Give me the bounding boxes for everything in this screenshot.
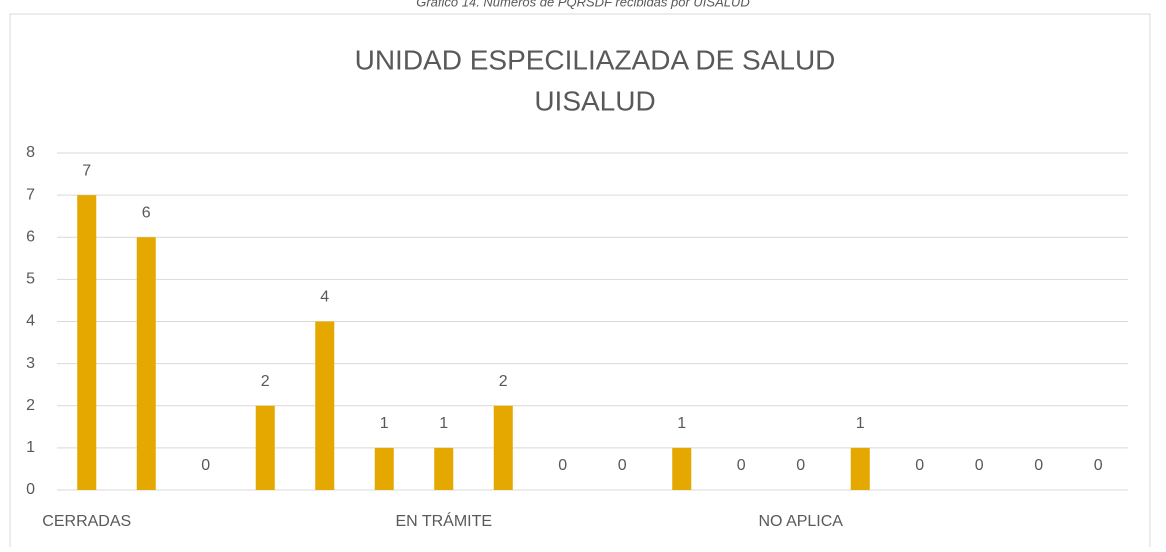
x-tick-label: NO APLICA bbox=[759, 513, 844, 530]
data-label: 1 bbox=[439, 415, 448, 432]
y-tick-label: 7 bbox=[26, 186, 35, 203]
data-label: 0 bbox=[796, 457, 805, 474]
bar bbox=[77, 195, 97, 490]
bar bbox=[672, 447, 692, 490]
y-tick-label: 4 bbox=[26, 313, 35, 330]
y-tick-label: 6 bbox=[26, 228, 35, 245]
x-tick-label: EN TRÁMITE bbox=[395, 511, 492, 530]
bar bbox=[255, 405, 275, 490]
data-label: 1 bbox=[677, 415, 686, 432]
data-label: 0 bbox=[737, 457, 746, 474]
bar bbox=[315, 321, 335, 490]
data-label: 4 bbox=[320, 289, 329, 306]
data-label: 0 bbox=[618, 457, 627, 474]
chart-title: UNIDAD ESPECILIAZADA DE SALUD bbox=[355, 44, 836, 75]
data-label: 0 bbox=[975, 457, 984, 474]
data-label: 0 bbox=[1094, 457, 1103, 474]
data-label: 0 bbox=[201, 457, 210, 474]
bar bbox=[850, 447, 870, 490]
y-tick-label: 3 bbox=[26, 355, 35, 372]
data-label: 2 bbox=[261, 373, 270, 390]
data-label: 0 bbox=[1034, 457, 1043, 474]
data-label: 1 bbox=[856, 415, 865, 432]
y-tick-label: 2 bbox=[26, 397, 35, 414]
y-tick-label: 0 bbox=[26, 481, 35, 498]
chart-title: UISALUD bbox=[534, 85, 655, 116]
data-label: 0 bbox=[915, 457, 924, 474]
x-tick-label: CERRADAS bbox=[42, 513, 131, 530]
bar bbox=[136, 237, 156, 490]
data-label: 6 bbox=[142, 204, 151, 221]
chart-frame bbox=[9, 13, 1151, 552]
data-label: 2 bbox=[499, 373, 508, 390]
bar bbox=[434, 447, 454, 490]
data-label: 7 bbox=[82, 162, 91, 179]
y-tick-label: 5 bbox=[26, 271, 35, 288]
data-label: 0 bbox=[558, 457, 567, 474]
bar bbox=[493, 405, 513, 490]
data-label: 1 bbox=[380, 415, 389, 432]
y-tick-label: 1 bbox=[26, 439, 35, 456]
y-tick-label: 8 bbox=[26, 144, 35, 161]
bar bbox=[374, 447, 394, 490]
caption: Gráfico 14. Números de PQRSDF recibidas … bbox=[416, 0, 750, 9]
